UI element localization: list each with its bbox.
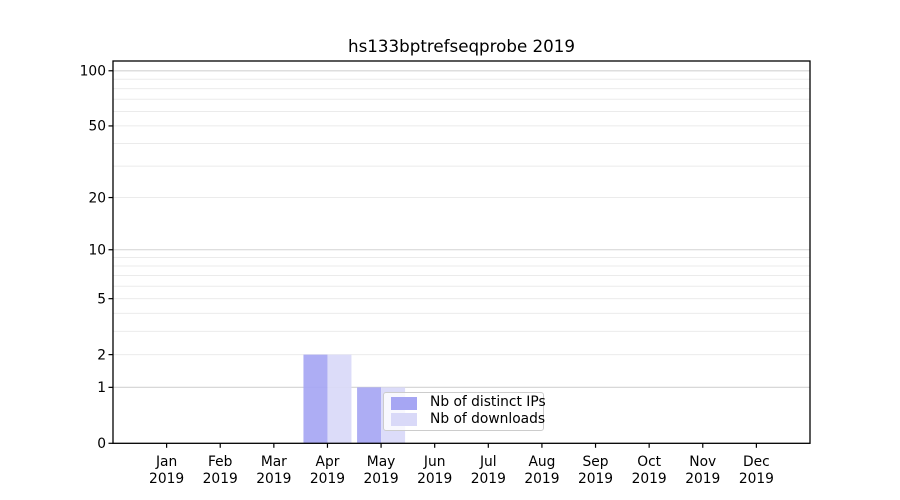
x-axis-tick-label-year: 2019: [632, 471, 667, 487]
x-axis-tick-label-month: Jun: [423, 454, 446, 470]
chart-title: hs133bptrefseqprobe 2019: [348, 36, 575, 56]
x-axis-tick-label-year: 2019: [471, 471, 506, 487]
x-axis-tick-label-year: 2019: [256, 471, 291, 487]
legend-item-downloads: Nb of downloads: [391, 412, 545, 427]
legend-swatch-downloads: [391, 413, 417, 427]
x-axis-tick-label-year: 2019: [203, 471, 238, 487]
bar-apr-distinct-ips: [303, 354, 328, 444]
x-axis-tick-label-month: Dec: [743, 454, 770, 470]
bar-may-distinct-ips: [357, 387, 382, 444]
x-axis-tick-label-year: 2019: [524, 471, 559, 487]
x-axis-tick-label-year: 2019: [364, 471, 399, 487]
x-axis-tick-label-year: 2019: [685, 471, 720, 487]
y-axis-tick-label: 20: [88, 190, 106, 206]
bar-apr-downloads: [327, 354, 352, 444]
x-axis-tick-label-year: 2019: [739, 471, 774, 487]
x-axis-tick-label-month: May: [367, 454, 396, 470]
x-axis-tick-label-month: Nov: [689, 454, 716, 470]
legend: Nb of distinct IPs Nb of downloads: [383, 392, 546, 431]
x-axis-tick-label-year: 2019: [149, 471, 184, 487]
x-axis-tick-label-month: Apr: [316, 454, 340, 470]
legend-swatch-distinct-ips: [391, 396, 417, 410]
x-axis-tick-label-month: Sep: [583, 454, 609, 470]
x-axis-tick-label-month: Jul: [479, 454, 497, 470]
legend-label-distinct-ips: Nb of distinct IPs: [430, 394, 546, 411]
x-axis-tick-label-year: 2019: [578, 471, 613, 487]
x-axis-tick-label-month: Jan: [155, 454, 177, 470]
y-axis-tick-label: 1: [97, 380, 106, 396]
x-axis-tick-label-month: Feb: [208, 454, 232, 470]
y-axis-tick-label: 0: [97, 436, 106, 452]
legend-item-distinct-ips: Nb of distinct IPs: [391, 396, 546, 410]
y-axis-tick-label: 100: [80, 64, 106, 80]
x-axis-tick-label-year: 2019: [417, 471, 452, 487]
y-axis-tick-label: 2: [97, 347, 106, 363]
x-axis-tick-label-month: Oct: [637, 454, 661, 470]
y-axis-tick-label: 50: [88, 119, 106, 135]
x-axis-tick-label-year: 2019: [310, 471, 345, 487]
x-axis-tick-label-month: Aug: [528, 454, 555, 470]
plot-border: [112, 60, 811, 444]
y-axis-tick-label: 10: [88, 243, 106, 259]
legend-label-downloads: Nb of downloads: [430, 410, 546, 427]
y-axis-tick-label: 5: [97, 291, 106, 307]
x-axis-tick-label-month: Mar: [261, 454, 287, 470]
